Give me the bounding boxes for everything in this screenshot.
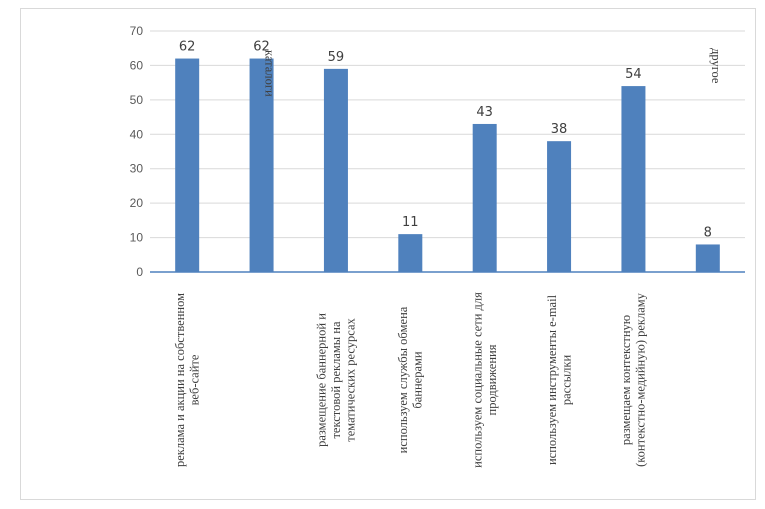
data-label: 11 <box>402 215 419 230</box>
category-label: другое <box>709 48 723 84</box>
category-label: продвижения <box>485 344 499 415</box>
bar <box>547 141 572 272</box>
category-label: размещаем контекстную <box>619 315 633 445</box>
bar <box>472 123 497 272</box>
data-label: 62 <box>179 40 196 55</box>
category-label: используем социальные сети для <box>470 292 484 468</box>
data-label: 38 <box>551 122 568 137</box>
category-label: реклама и акции на собственном <box>173 293 187 467</box>
y-tick-label: 40 <box>130 127 144 141</box>
y-tick-label: 10 <box>130 231 144 245</box>
bar <box>695 244 720 272</box>
y-tick-label: 60 <box>130 58 144 72</box>
category-label: каталоги <box>263 50 277 97</box>
category-label: используем инструменты e-mail <box>545 294 559 465</box>
bar <box>398 234 423 272</box>
category-label: тематических ресурсах <box>343 317 357 441</box>
bar <box>621 86 646 272</box>
category-label: рассылки <box>559 355 573 406</box>
bar <box>323 68 348 272</box>
category-label: (контекстно-медийную) рекламу <box>634 292 648 467</box>
data-label: 43 <box>476 105 493 120</box>
data-label: 62 <box>253 40 270 55</box>
category-label: размещение баннерной и <box>314 313 328 447</box>
category-label: используем службы обмена <box>396 306 410 453</box>
y-tick-label: 30 <box>130 162 144 176</box>
data-label: 59 <box>328 50 345 65</box>
category-label: веб-сайте <box>187 354 201 405</box>
y-tick-label: 20 <box>130 196 144 210</box>
data-label: 54 <box>625 67 642 82</box>
y-tick-label: 50 <box>130 93 144 107</box>
data-label: 8 <box>704 225 712 240</box>
bar <box>249 58 274 272</box>
bar <box>175 58 200 272</box>
y-tick-label: 70 <box>130 24 144 38</box>
category-label: баннерами <box>411 351 425 409</box>
category-label: текстовой рекламы на <box>329 321 343 439</box>
y-tick-label: 0 <box>136 265 143 279</box>
